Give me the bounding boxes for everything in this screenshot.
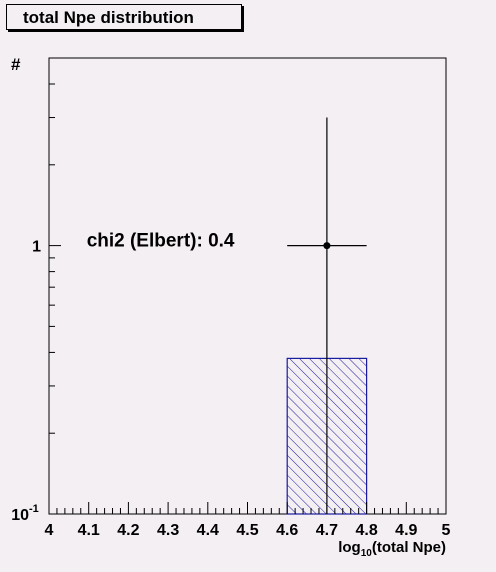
x-tick-label: 4.3 bbox=[157, 522, 179, 539]
y-tick-label: 1 bbox=[32, 239, 41, 256]
x-tick-label: 4.5 bbox=[236, 522, 258, 539]
y-tick-exponent: -1 bbox=[29, 503, 39, 515]
x-tick-label: 4.6 bbox=[276, 522, 298, 539]
plot-frame bbox=[48, 57, 447, 515]
x-tick-label: 4.8 bbox=[355, 522, 377, 539]
x-tick-label: 4.4 bbox=[197, 522, 219, 539]
x-tick-label: 4 bbox=[45, 522, 54, 539]
x-tick-label: 4.2 bbox=[117, 522, 139, 539]
x-tick-label: 4.9 bbox=[395, 522, 417, 539]
y-axis-label: # bbox=[11, 55, 21, 74]
x-axis-label: log10(total Npe) bbox=[338, 539, 446, 559]
x-tick-label: 5 bbox=[442, 522, 451, 539]
chart-title: total Npe distribution bbox=[6, 4, 242, 30]
x-tick-label: 4.7 bbox=[316, 522, 338, 539]
x-tick-label: 4.1 bbox=[78, 522, 100, 539]
chi2-annotation: chi2 (Elbert): 0.4 bbox=[87, 231, 235, 252]
data-point bbox=[323, 242, 331, 250]
y-tick-label: 10 bbox=[11, 507, 29, 524]
